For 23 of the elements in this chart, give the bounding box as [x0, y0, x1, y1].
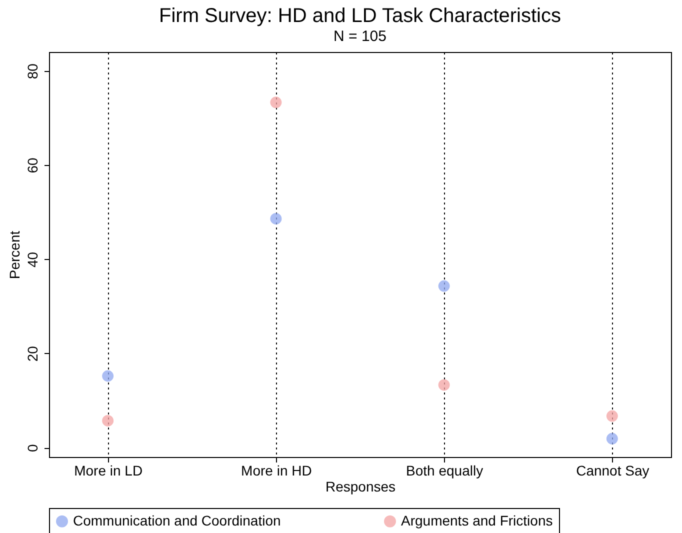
- point: [102, 370, 114, 382]
- x-tick-label: Both equally: [406, 462, 484, 478]
- y-axis-title: Percent: [6, 230, 22, 280]
- chart-subtitle: N = 105: [334, 28, 386, 45]
- y-tick-label: 0: [24, 444, 40, 452]
- y-tick-label: 40: [24, 252, 40, 268]
- x-tick-label: More in HD: [241, 462, 312, 478]
- y-tick-label: 80: [24, 63, 40, 80]
- point: [606, 432, 618, 444]
- legend-label: Communication and Coordination: [73, 512, 281, 528]
- point: [438, 379, 450, 391]
- x-axis-title: Responses: [325, 478, 396, 494]
- y-tick-label: 20: [24, 346, 40, 362]
- x-tick-label: Cannot Say: [576, 462, 650, 478]
- point: [606, 410, 618, 422]
- chart-title: Firm Survey: HD and LD Task Characteristics: [159, 5, 561, 27]
- point: [270, 212, 282, 224]
- legend-label: Arguments and Frictions: [401, 512, 553, 528]
- x-tick-label: More in LD: [74, 462, 143, 478]
- point: [438, 280, 450, 292]
- point: [270, 96, 282, 108]
- point: [102, 415, 114, 426]
- y-tick-label: 60: [24, 158, 40, 174]
